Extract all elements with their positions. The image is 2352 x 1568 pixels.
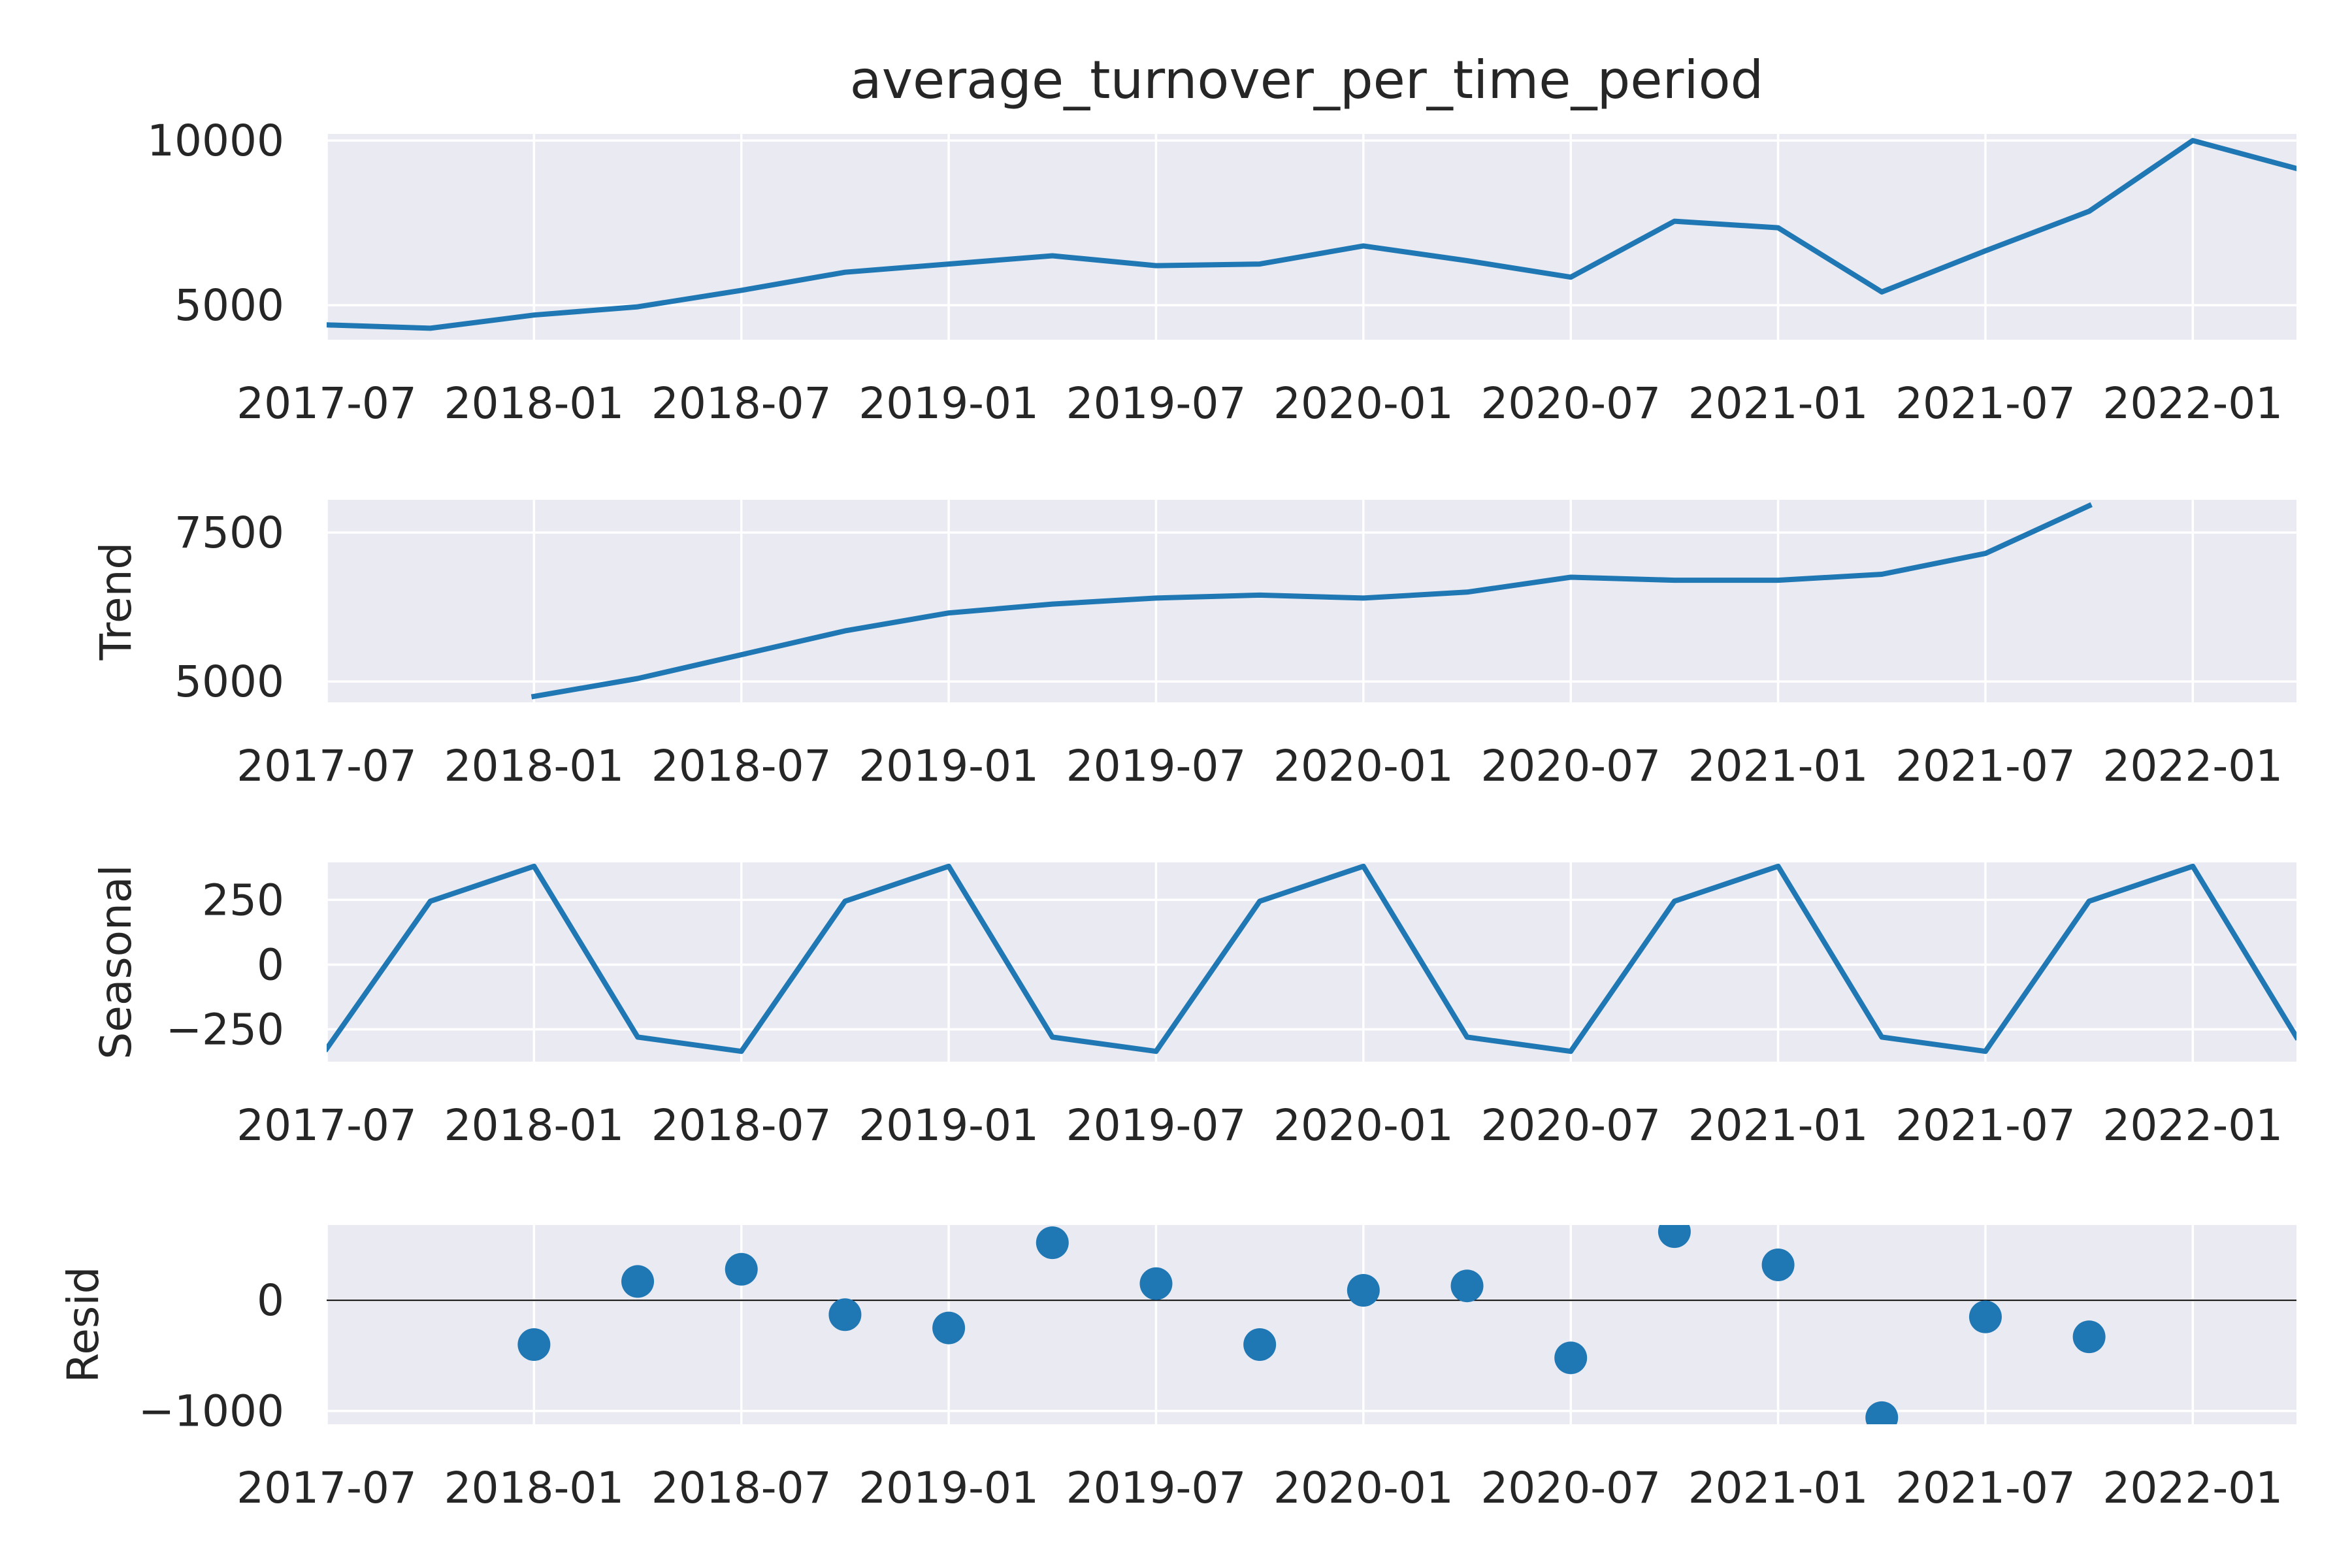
x-tick-label: 2018-07 bbox=[651, 1100, 832, 1151]
x-tick-label: 2020-07 bbox=[1480, 741, 1661, 791]
x-tick-label: 2018-07 bbox=[651, 378, 832, 429]
chart-panel-3: 2017-07 2018-01 2018-07 2019-01 2019-07 2020-… bbox=[91, 862, 2296, 1151]
x-tick-label: 2021-07 bbox=[1895, 378, 2076, 429]
x-tick-label: 2022-01 bbox=[2102, 378, 2283, 429]
x-tick-label: 2020-07 bbox=[1480, 378, 1661, 429]
y-tick-label: −1000 bbox=[139, 1386, 284, 1437]
resid-point bbox=[1450, 1269, 1484, 1303]
chart-panel-4: 2017-07 2018-01 2018-07 2019-01 2019-07 2020-… bbox=[58, 1225, 2296, 1513]
resid-point bbox=[1347, 1273, 1380, 1307]
x-tick-label: 2020-07 bbox=[1480, 1463, 1661, 1513]
figure-title: average_turnover_per_time_period bbox=[850, 50, 1764, 110]
resid-point bbox=[828, 1298, 862, 1331]
data-marks bbox=[327, 863, 2296, 1054]
x-tick-label: 2022-01 bbox=[2102, 741, 2283, 791]
x-tick-label: 2021-07 bbox=[1895, 1463, 2076, 1513]
y-tick-label: 0 bbox=[257, 1275, 284, 1326]
series-line bbox=[531, 502, 2093, 700]
y-tick-label: 0 bbox=[257, 939, 284, 990]
y-axis-label: Seasonal bbox=[91, 864, 141, 1059]
x-tick-label: 2019-07 bbox=[1066, 378, 1247, 429]
resid-point bbox=[1968, 1300, 2002, 1333]
plot-area bbox=[327, 500, 2296, 702]
x-tick-label: 2021-01 bbox=[1688, 1100, 1869, 1151]
x-tick-label: 2021-01 bbox=[1688, 1463, 1869, 1513]
x-tick-label: 2020-01 bbox=[1273, 741, 1454, 791]
resid-point bbox=[621, 1265, 655, 1298]
resid-point bbox=[1243, 1328, 1277, 1361]
y-tick-label: 5000 bbox=[174, 657, 284, 707]
x-tick-label: 2021-01 bbox=[1688, 378, 1869, 429]
x-tick-label: 2019-01 bbox=[858, 1100, 1039, 1151]
resid-point bbox=[725, 1252, 758, 1286]
resid-point bbox=[1554, 1341, 1588, 1375]
x-tick-label: 2022-01 bbox=[2102, 1463, 2283, 1513]
x-tick-label: 2020-01 bbox=[1273, 1463, 1454, 1513]
data-marks bbox=[327, 1225, 2296, 1424]
x-tick-label: 2019-07 bbox=[1066, 741, 1247, 791]
x-tick-label: 2017-07 bbox=[237, 1463, 417, 1513]
series-line bbox=[327, 863, 2296, 1054]
chart-panel-2: 2017-07 2018-01 2018-07 2019-01 2019-07 2020-… bbox=[91, 500, 2296, 791]
resid-point bbox=[2072, 1320, 2106, 1354]
x-tick-label: 2019-07 bbox=[1066, 1463, 1247, 1513]
x-tick-label: 2021-07 bbox=[1895, 1100, 2076, 1151]
x-tick-label: 2020-07 bbox=[1480, 1100, 1661, 1151]
x-tick-label: 2018-01 bbox=[444, 378, 624, 429]
x-tick-label: 2019-07 bbox=[1066, 1100, 1247, 1151]
x-tick-label: 2020-01 bbox=[1273, 378, 1454, 429]
x-tick-label: 2018-01 bbox=[444, 741, 624, 791]
x-tick-label: 2017-07 bbox=[237, 741, 417, 791]
plot-area bbox=[327, 1225, 2296, 1424]
x-tick-label: 2022-01 bbox=[2102, 1100, 2283, 1151]
chart-panel-1: 2017-07 2018-01 2018-07 2019-01 2019-07 2020-… bbox=[147, 116, 2296, 429]
x-tick-label: 2019-01 bbox=[858, 741, 1039, 791]
y-tick-label: 10000 bbox=[147, 116, 284, 166]
y-axis-label: Resid bbox=[58, 1266, 108, 1382]
data-marks bbox=[531, 502, 2093, 700]
y-axis-label: Trend bbox=[91, 542, 141, 661]
x-tick-label: 2020-01 bbox=[1273, 1100, 1454, 1151]
x-tick-label: 2018-07 bbox=[651, 1463, 832, 1513]
resid-point bbox=[1658, 1225, 1691, 1249]
y-tick-label: 5000 bbox=[174, 280, 284, 331]
x-tick-label: 2019-01 bbox=[858, 378, 1039, 429]
x-tick-label: 2018-01 bbox=[444, 1463, 624, 1513]
resid-point bbox=[1139, 1267, 1173, 1300]
x-tick-label: 2018-01 bbox=[444, 1100, 624, 1151]
resid-point bbox=[1036, 1226, 1069, 1260]
resid-point bbox=[1865, 1401, 1899, 1424]
y-tick-label: 7500 bbox=[174, 508, 284, 558]
y-tick-label: −250 bbox=[166, 1004, 284, 1054]
y-tick-label: 250 bbox=[202, 875, 284, 925]
series-line bbox=[327, 138, 2296, 331]
x-tick-label: 2021-07 bbox=[1895, 741, 2076, 791]
x-tick-label: 2019-01 bbox=[858, 1463, 1039, 1513]
resid-point bbox=[932, 1311, 966, 1345]
x-tick-label: 2017-07 bbox=[237, 1100, 417, 1151]
resid-point bbox=[517, 1328, 551, 1361]
x-tick-label: 2017-07 bbox=[237, 378, 417, 429]
data-marks bbox=[327, 138, 2296, 331]
resid-point bbox=[1761, 1249, 1795, 1281]
x-tick-label: 2021-01 bbox=[1688, 741, 1869, 791]
x-tick-label: 2018-07 bbox=[651, 741, 832, 791]
